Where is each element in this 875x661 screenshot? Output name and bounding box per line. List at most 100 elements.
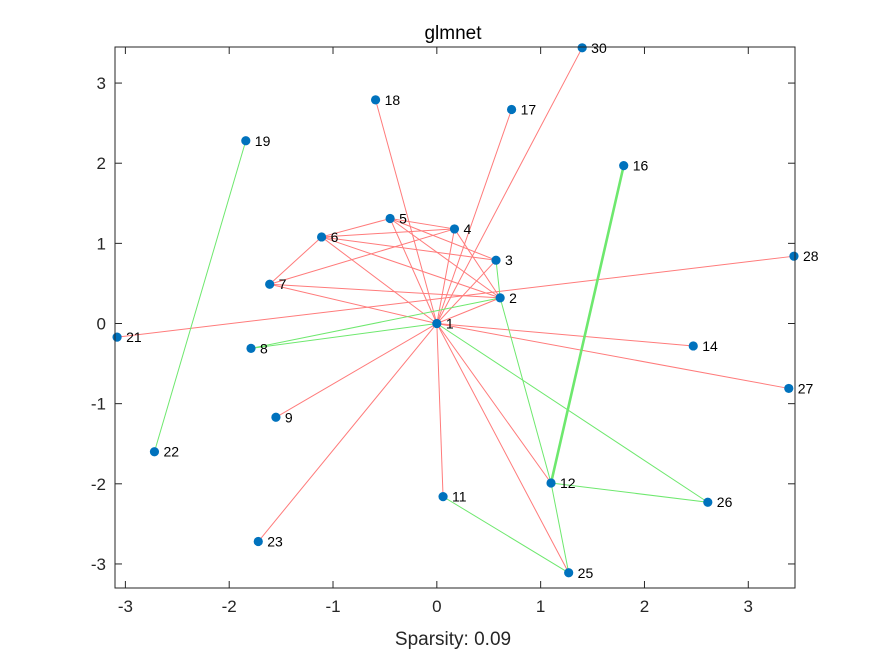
- edge-1-9: [275, 323, 438, 418]
- node-label-22: 22: [163, 444, 179, 460]
- node-25: [564, 568, 574, 578]
- edge-12-26: [550, 482, 709, 503]
- node-label-18: 18: [385, 92, 401, 108]
- edge-12-25: [550, 482, 570, 574]
- node-label-21: 21: [126, 329, 142, 345]
- y-tick-label-0: 0: [97, 315, 106, 334]
- node-7: [265, 279, 275, 289]
- node-label-26: 26: [717, 494, 733, 510]
- edge-21-28: [116, 255, 795, 338]
- y-tick-label--1: -1: [91, 395, 106, 414]
- node-label-9: 9: [285, 409, 293, 425]
- x-tick-label-0: 0: [432, 597, 441, 616]
- node-11: [438, 492, 448, 502]
- edge-6-2: [321, 236, 501, 299]
- edge-6-4: [321, 228, 455, 238]
- edge-1-30: [436, 47, 583, 325]
- node-26: [703, 497, 713, 507]
- x-tick-label--1: -1: [325, 597, 340, 616]
- node-label-5: 5: [399, 211, 407, 227]
- y-tick-label-2: 2: [97, 154, 106, 173]
- edge-5-2: [389, 218, 501, 299]
- edge-1-11: [436, 323, 444, 498]
- edge-12-16: [549, 164, 626, 485]
- node-label-3: 3: [505, 252, 513, 268]
- edge-1-2: [436, 297, 501, 325]
- edge-1-14: [436, 323, 694, 347]
- node-label-28: 28: [803, 248, 819, 264]
- node-21: [112, 332, 122, 342]
- node-label-25: 25: [578, 565, 594, 581]
- edge-11-25: [442, 496, 570, 574]
- edge-1-4: [436, 228, 455, 325]
- edge-6-3: [321, 236, 497, 261]
- edge-1-18: [375, 99, 438, 325]
- node-label-14: 14: [702, 338, 718, 354]
- node-22: [149, 447, 160, 457]
- edge-1-27: [436, 323, 790, 389]
- node-label-27: 27: [798, 380, 814, 396]
- edge-1-17: [436, 109, 513, 325]
- axes-box: [114, 46, 796, 589]
- x-tick-label-2: 2: [640, 597, 649, 616]
- node-5: [385, 213, 395, 224]
- node-16: [619, 161, 629, 171]
- edge-5-4: [389, 218, 455, 230]
- node-19: [241, 136, 251, 146]
- node-label-19: 19: [255, 133, 271, 149]
- node-label-30: 30: [591, 40, 607, 56]
- x-tick-label-3: 3: [744, 597, 753, 616]
- edge-1-5: [389, 218, 438, 325]
- edge-5-3: [389, 218, 497, 261]
- y-tick-label-1: 1: [97, 234, 106, 253]
- node-4: [449, 224, 460, 234]
- node-label-12: 12: [560, 475, 576, 491]
- node-label-16: 16: [633, 158, 649, 174]
- node-27: [784, 383, 794, 394]
- edge-1-12: [436, 323, 552, 484]
- node-9: [271, 412, 281, 422]
- node-17: [506, 104, 517, 115]
- edge-1-25: [436, 323, 570, 574]
- node-28: [789, 251, 799, 261]
- node-label-11: 11: [452, 489, 467, 505]
- edge-7-4: [269, 228, 455, 285]
- node-14: [688, 341, 698, 351]
- node-6: [316, 232, 327, 242]
- edge-6-7: [269, 236, 323, 285]
- edge-2-12: [499, 297, 552, 484]
- y-tick-label--2: -2: [91, 475, 106, 494]
- node-label-6: 6: [331, 229, 339, 245]
- edge-8-2: [250, 297, 501, 349]
- x-tick-label-1: 1: [536, 597, 545, 616]
- node-2: [495, 293, 505, 303]
- y-tick-label-3: 3: [97, 74, 106, 93]
- edge-1-7: [269, 283, 438, 325]
- node-3: [491, 255, 501, 265]
- edge-7-2: [269, 283, 501, 299]
- node-label-4: 4: [463, 221, 471, 237]
- edge-1-8: [250, 323, 438, 349]
- edge-1-23: [257, 323, 438, 543]
- edge-1-26: [436, 323, 709, 503]
- node-label-2: 2: [509, 290, 517, 306]
- edges-layer: [116, 47, 795, 574]
- x-axis-label: Sparsity: 0.09: [395, 629, 511, 650]
- node-8: [246, 343, 256, 353]
- node-1: [432, 318, 442, 329]
- node-30: [577, 43, 587, 53]
- node-label-17: 17: [521, 102, 537, 118]
- node-label-23: 23: [267, 534, 283, 550]
- edge-1-6: [321, 236, 438, 325]
- edge-6-5: [321, 218, 391, 238]
- x-tick-label--2: -2: [222, 597, 237, 616]
- node-label-7: 7: [279, 276, 287, 292]
- edge-4-2: [453, 228, 501, 299]
- node-23: [253, 536, 263, 547]
- node-label-8: 8: [260, 340, 268, 356]
- x-tick-label--3: -3: [118, 597, 133, 616]
- node-12: [546, 478, 556, 488]
